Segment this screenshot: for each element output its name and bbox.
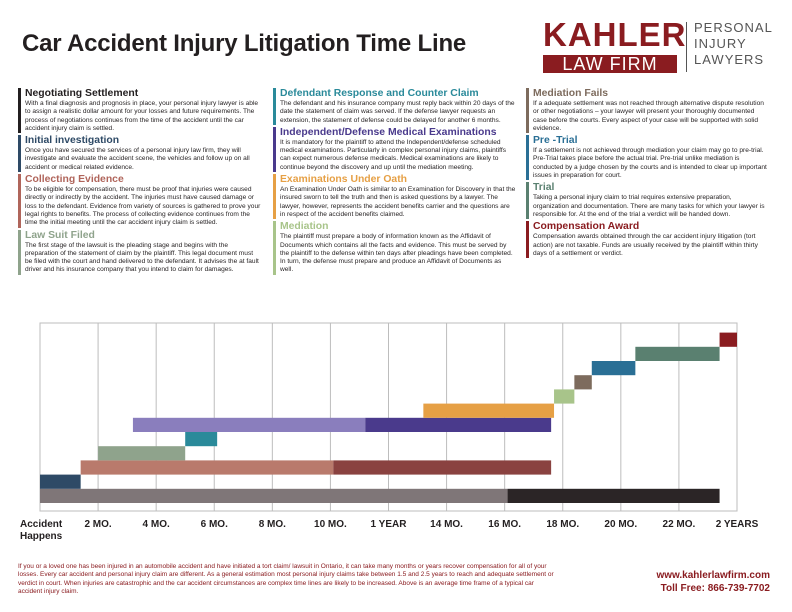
footer-disclaimer: If you or a loved one has been injured i…	[18, 563, 554, 595]
stage-title: Negotiating Settlement	[25, 88, 139, 99]
stage-description: Once you have secured the services of a …	[25, 147, 250, 171]
timeline-axis-label: 1 YEAR	[371, 519, 408, 530]
timeline-bar	[507, 488, 720, 503]
stage-description: With a final diagnosis and prognosis in …	[25, 100, 259, 132]
timeline-bar	[591, 361, 636, 376]
timeline-axis-label: 14 MO.	[430, 519, 463, 530]
timeline-bar	[423, 403, 555, 418]
timeline-bar	[333, 460, 552, 475]
stage-description: Compensation awards obtained through the…	[533, 233, 758, 257]
logo-tagline-line2: INJURY	[694, 36, 747, 51]
stage-section: Independent/Defense Medical Examinations…	[273, 126, 516, 173]
stage-section: Examinations Under Oath An Examination Un…	[273, 174, 516, 220]
stage-title: Independent/Defense Medical Examinations	[280, 126, 497, 138]
timeline-chart: Accident Happens 2 MO. 4 MO. 6 MO. 8 MO. 10 MO…	[20, 322, 759, 542]
timeline-axis-label: 20 MO.	[604, 519, 637, 530]
stage-section: Collecting Evidence To be eligible for co…	[18, 174, 261, 228]
stage-description: The plaintiff must prepare a body of inf…	[280, 233, 513, 274]
stage-section: Mediation The plaintiff must prepare a bo…	[273, 221, 516, 275]
stage-description: To be eligible for compensation, there m…	[25, 186, 261, 227]
stage-description: If a settlement is not achieved through …	[533, 147, 767, 180]
kahler-law-firm-logo: KAHLER LAW FIRM PERSONAL INJURY LAWYERS	[543, 16, 773, 73]
stage-section: Mediation Fails If a adequate settlement …	[526, 88, 769, 134]
stage-title: Law Suit Filed	[25, 229, 95, 241]
timeline-bar	[40, 488, 508, 503]
logo-tagline: PERSONAL INJURY LAWYERS	[694, 20, 773, 68]
stage-column-2: Defendant Response and Counter Claim The …	[273, 88, 516, 277]
timeline-axis-label: 4 MO.	[143, 519, 170, 530]
stage-column-1: Negotiating Settlement With a final diagn…	[18, 88, 261, 277]
stage-description: An Examination Under Oath is similar to …	[280, 186, 516, 218]
timeline-bar	[98, 446, 186, 461]
stage-section: Negotiating Settlement With a final diagn…	[18, 88, 261, 134]
stage-section: Trial Taking a personal injury claim to t…	[526, 182, 769, 220]
timeline-bar	[554, 389, 575, 404]
stage-title: Examinations Under Oath	[280, 174, 408, 186]
stage-title: Mediation Fails	[533, 88, 609, 99]
timeline-bar	[185, 432, 218, 447]
stage-description: It is mandatory for the plaintiff to att…	[280, 138, 506, 171]
toll-free-phone[interactable]: Toll Free: 866-739-7702	[660, 583, 770, 594]
timeline-axis-label: 2 MO.	[84, 519, 111, 530]
timeline-axis-label: 10 MO.	[314, 519, 347, 530]
timeline-axis-label: 6 MO.	[201, 519, 228, 530]
logo-brand-top: KAHLER	[543, 16, 687, 53]
stage-title: Defendant Response and Counter Claim	[280, 88, 479, 99]
stage-title: Collecting Evidence	[25, 174, 124, 186]
stage-title: Compensation Award	[533, 221, 640, 233]
timeline-bar	[365, 417, 552, 432]
website-link[interactable]: www.kahlerlawfirm.com	[656, 570, 770, 581]
timeline-bar	[40, 474, 81, 489]
stage-section: Initial investigation Once you have secur…	[18, 135, 261, 173]
stage-title: Mediation	[280, 221, 329, 233]
stage-title: Trial	[533, 182, 555, 194]
stage-title: Initial investigation	[25, 135, 120, 147]
timeline-bar	[574, 375, 592, 390]
timeline-bar	[132, 417, 366, 432]
stage-title: Pre -Trial	[533, 135, 578, 147]
timeline-axis-label: Accident Happens	[20, 519, 63, 542]
stage-section: Defendant Response and Counter Claim The …	[273, 88, 516, 125]
timeline-grid	[39, 322, 738, 512]
stage-section: Compensation Award Compensation awards ob…	[526, 221, 769, 259]
stage-section: Pre -Trial If a settlement is not achieve…	[526, 135, 769, 181]
timeline-axis-label: 22 MO.	[663, 519, 696, 530]
timeline-bars	[40, 332, 737, 503]
timeline-axis-label: 16 MO.	[488, 519, 521, 530]
timeline-bar	[80, 460, 334, 475]
stage-description: The defendant and his insurance company …	[280, 100, 515, 124]
logo-divider	[686, 22, 687, 72]
timeline-bar	[719, 332, 737, 347]
logo-tagline-line1: PERSONAL	[694, 20, 773, 35]
timeline-axis-label: 18 MO.	[546, 519, 579, 530]
stage-section: Law Suit Filed The first stage of the law…	[18, 229, 261, 275]
timeline-axis-labels: Accident Happens 2 MO. 4 MO. 6 MO. 8 MO. 10 MO…	[20, 519, 759, 542]
stage-description: The first stage of the lawsuit is the pl…	[25, 241, 259, 274]
page-title: Car Accident Injury Litigation Time Line	[22, 30, 467, 57]
stage-description: Taking a personal injury claim to trial …	[533, 194, 765, 218]
timeline-bar	[635, 346, 720, 361]
logo-brand-bottom: LAW FIRM	[543, 55, 677, 73]
timeline-axis-label: 8 MO.	[259, 519, 286, 530]
stage-column-3: Mediation Fails If a adequate settlement …	[526, 88, 769, 260]
logo-tagline-line3: LAWYERS	[694, 52, 765, 67]
timeline-axis-label: 2 YEARS	[716, 519, 759, 530]
stage-description: If a adequate settlement was not reached…	[533, 100, 764, 132]
